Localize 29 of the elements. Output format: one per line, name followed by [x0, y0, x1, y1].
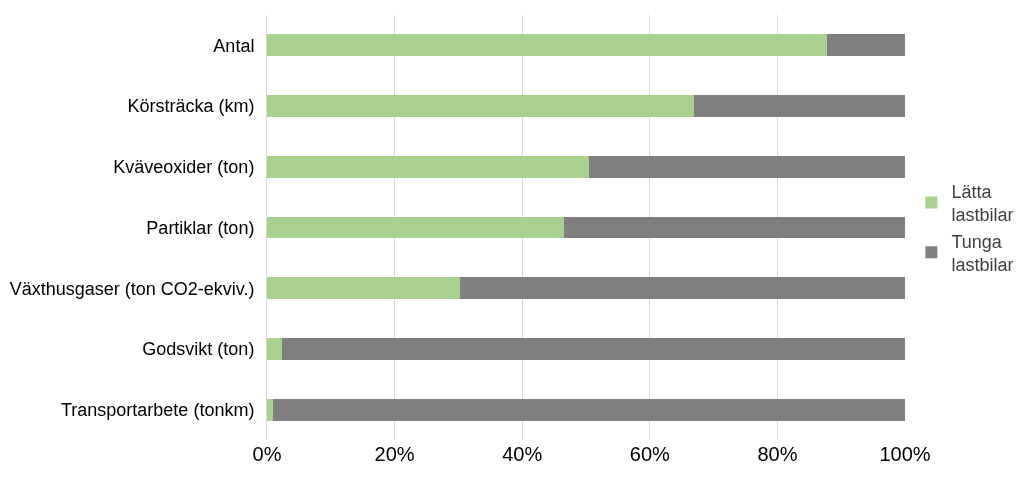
legend-label: Lätta lastbilar: [951, 181, 1014, 226]
y-tick-label: Växthusgaser (ton CO2-ekviv.): [9, 278, 255, 299]
x-tick-label: 20%: [374, 443, 415, 465]
bar: [826, 34, 905, 57]
y-tick-label: Kväveoxider (ton): [113, 157, 255, 178]
x-tick-label: 100%: [879, 443, 931, 465]
bar: [459, 277, 905, 300]
y-tick-label: Transportarbete (tonkm): [60, 399, 255, 420]
y-tick-label: Antal: [213, 35, 255, 56]
y-tick-label: Körsträcka (km): [127, 96, 255, 117]
bar: [267, 216, 564, 239]
y-tick-label: Partiklar (ton): [146, 217, 255, 238]
x-tick-label: 40%: [502, 443, 543, 465]
bar: [563, 216, 905, 239]
bar: [693, 95, 905, 117]
bar: [588, 155, 905, 178]
y-tick-label: Godsvikt (ton): [142, 339, 255, 360]
bar: [267, 338, 282, 360]
bar: [267, 34, 827, 57]
x-tick-label: 60%: [629, 443, 671, 465]
bar: [267, 277, 460, 300]
bar: [273, 398, 905, 421]
x-tick-label: 0%: [252, 443, 282, 465]
bar: [267, 155, 589, 178]
legend-label: Tunga lastbilar: [951, 231, 1014, 275]
bar: [267, 95, 694, 117]
bar: [281, 338, 905, 360]
bar: [267, 398, 274, 421]
x-tick-label: 80%: [757, 443, 798, 465]
